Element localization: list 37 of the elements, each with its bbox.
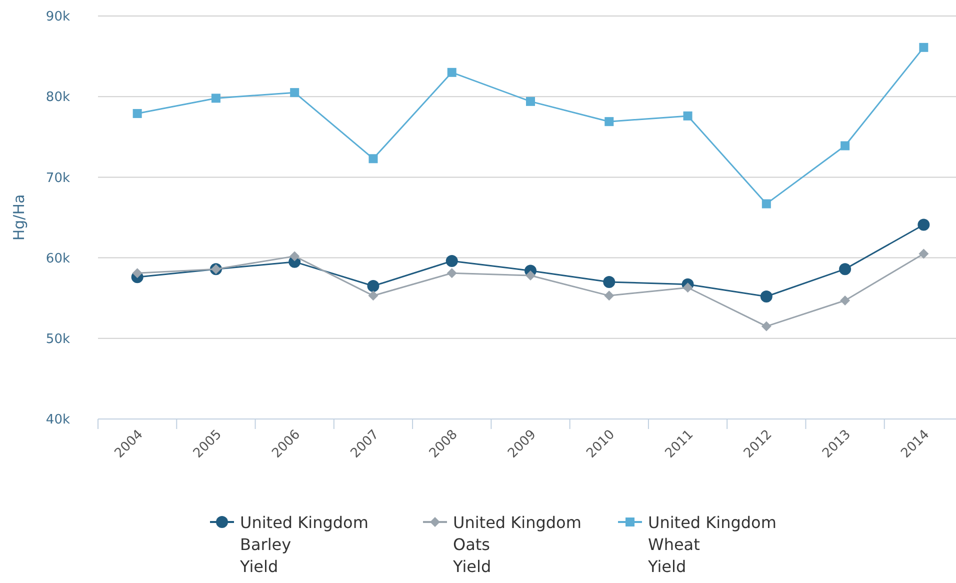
point <box>211 94 220 103</box>
point <box>840 141 850 150</box>
legend-label: United Kingdom Oats Yield <box>452 513 582 576</box>
y-tick-label: 50k <box>46 332 70 347</box>
y-tick-label: 60k <box>46 251 70 266</box>
point <box>918 248 929 259</box>
point <box>132 109 142 118</box>
y-tick-label: 40k <box>46 412 70 428</box>
y-tick-label: 90k <box>46 10 70 25</box>
point <box>367 280 380 292</box>
point <box>918 218 930 231</box>
point <box>604 117 614 126</box>
point <box>760 290 772 302</box>
point <box>526 270 536 281</box>
point <box>446 268 457 278</box>
point <box>368 290 378 301</box>
point <box>840 296 850 306</box>
y-axis-title: Hg/Ha <box>10 194 28 241</box>
point <box>446 255 458 268</box>
point <box>290 251 300 262</box>
point <box>761 321 772 332</box>
legend-label: United Kingdom Barley Yield <box>239 513 368 576</box>
legend-label: United Kingdom Wheat Yield <box>647 513 776 576</box>
point <box>604 290 614 301</box>
point <box>762 199 771 208</box>
point <box>368 154 378 164</box>
point <box>447 68 456 77</box>
point <box>839 263 852 276</box>
point <box>603 276 616 288</box>
point <box>290 88 300 98</box>
point <box>526 96 535 106</box>
point <box>682 282 693 293</box>
y-tick-label: 80k <box>46 90 70 106</box>
point <box>683 111 692 120</box>
point <box>919 42 928 52</box>
point <box>132 268 142 278</box>
y-tick-label: 70k <box>46 170 70 186</box>
